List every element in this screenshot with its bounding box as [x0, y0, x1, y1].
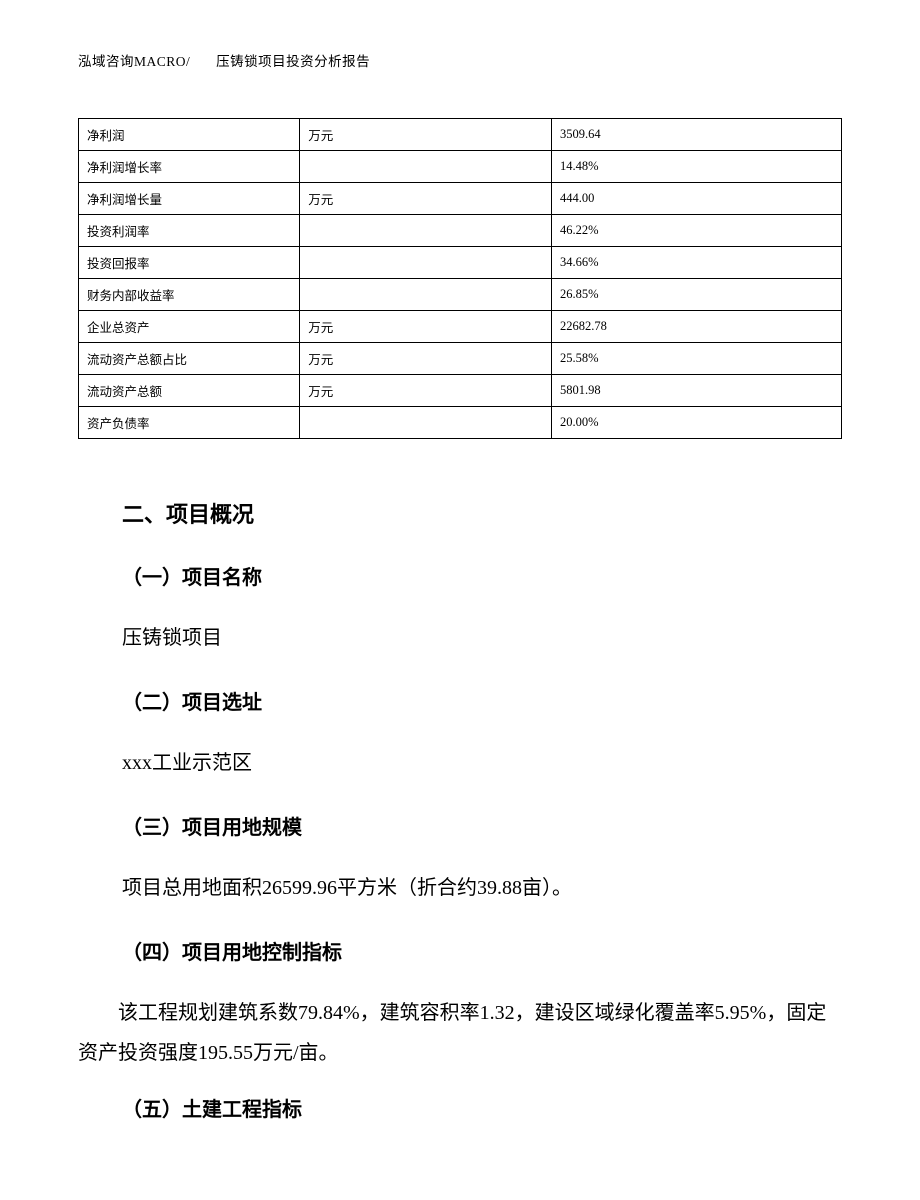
table-row: 投资利润率 46.22% — [79, 215, 842, 247]
cell-unit — [300, 215, 552, 247]
cell-unit — [300, 279, 552, 311]
table-row: 流动资产总额 万元 5801.98 — [79, 375, 842, 407]
subsection-text-4: 该工程规划建筑系数79.84%，建筑容积率1.32，建设区域绿化覆盖率5.95%… — [78, 993, 842, 1073]
subsection-text-3: 项目总用地面积26599.96平方米（折合约39.88亩）。 — [122, 868, 842, 908]
cell-unit: 万元 — [300, 311, 552, 343]
subsection-text-1: 压铸锁项目 — [122, 618, 842, 658]
header-company: 泓域咨询MACRO/ — [78, 54, 190, 69]
cell-unit — [300, 151, 552, 183]
document-page: 泓域咨询MACRO/ 压铸锁项目投资分析报告 净利润 万元 3509.64 净利… — [0, 0, 920, 1200]
cell-label: 净利润 — [79, 119, 300, 151]
cell-value: 3509.64 — [552, 119, 842, 151]
table-row: 净利润增长量 万元 444.00 — [79, 183, 842, 215]
cell-unit: 万元 — [300, 183, 552, 215]
cell-unit: 万元 — [300, 119, 552, 151]
cell-value: 25.58% — [552, 343, 842, 375]
cell-value: 22682.78 — [552, 311, 842, 343]
cell-value: 20.00% — [552, 407, 842, 439]
table-row: 财务内部收益率 26.85% — [79, 279, 842, 311]
table-row: 投资回报率 34.66% — [79, 247, 842, 279]
cell-label: 净利润增长量 — [79, 183, 300, 215]
cell-unit: 万元 — [300, 375, 552, 407]
subsection-title-5: （五）土建工程指标 — [122, 1093, 842, 1122]
subsection-text-2: xxx工业示范区 — [122, 743, 842, 783]
cell-unit: 万元 — [300, 343, 552, 375]
cell-label: 投资回报率 — [79, 247, 300, 279]
cell-value: 14.48% — [552, 151, 842, 183]
subsection-title-1: （一）项目名称 — [122, 561, 842, 590]
cell-value: 5801.98 — [552, 375, 842, 407]
financial-data-table: 净利润 万元 3509.64 净利润增长率 14.48% 净利润增长量 万元 4… — [78, 118, 842, 439]
subsection-title-3: （三）项目用地规模 — [122, 811, 842, 840]
cell-label: 财务内部收益率 — [79, 279, 300, 311]
table-row: 净利润 万元 3509.64 — [79, 119, 842, 151]
section-title: 二、项目概况 — [122, 497, 842, 529]
cell-unit — [300, 407, 552, 439]
table-row: 资产负债率 20.00% — [79, 407, 842, 439]
subsection-title-4: （四）项目用地控制指标 — [122, 936, 842, 965]
header-title: 压铸锁项目投资分析报告 — [216, 54, 370, 69]
cell-unit — [300, 247, 552, 279]
cell-label: 流动资产总额 — [79, 375, 300, 407]
content-section: 二、项目概况 （一）项目名称 压铸锁项目 （二）项目选址 xxx工业示范区 （三… — [78, 497, 842, 1122]
cell-value: 444.00 — [552, 183, 842, 215]
cell-label: 净利润增长率 — [79, 151, 300, 183]
cell-value: 26.85% — [552, 279, 842, 311]
table-row: 企业总资产 万元 22682.78 — [79, 311, 842, 343]
cell-value: 46.22% — [552, 215, 842, 247]
cell-label: 投资利润率 — [79, 215, 300, 247]
cell-label: 流动资产总额占比 — [79, 343, 300, 375]
cell-label: 企业总资产 — [79, 311, 300, 343]
cell-value: 34.66% — [552, 247, 842, 279]
cell-label: 资产负债率 — [79, 407, 300, 439]
page-header: 泓域咨询MACRO/ 压铸锁项目投资分析报告 — [78, 50, 842, 70]
table-row: 净利润增长率 14.48% — [79, 151, 842, 183]
table-row: 流动资产总额占比 万元 25.58% — [79, 343, 842, 375]
subsection-title-2: （二）项目选址 — [122, 686, 842, 715]
